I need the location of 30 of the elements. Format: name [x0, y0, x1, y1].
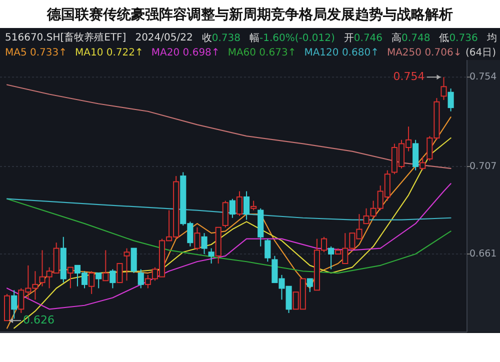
text: 2024/05/22	[135, 32, 193, 44]
candlestick	[440, 76, 447, 100]
chart-title: 德国联赛传统豪强阵容调整与新周期竞争格局发展趋势与战略解析	[46, 6, 453, 23]
text: MA5 0.733↑	[5, 48, 68, 59]
text: 幅-1.60%(-0.012)	[249, 32, 335, 44]
line-series	[6, 183, 452, 310]
candlestick	[448, 88, 454, 112]
text: MA20 0.698↑	[151, 48, 220, 59]
text: 开0.746	[344, 32, 383, 44]
annotation: 0.626	[23, 314, 55, 327]
annotation: 0.754	[393, 70, 425, 84]
text: 均	[486, 32, 497, 44]
candlestick	[138, 268, 144, 289]
text: (64日)	[465, 48, 496, 59]
candlestick	[60, 236, 66, 284]
y-tick-label: 0.754	[470, 72, 497, 83]
candlestick	[243, 190, 250, 220]
text: MA60 0.673↑	[228, 48, 296, 59]
text: 高0.748	[392, 32, 430, 44]
y-tick-label: 0.661	[470, 248, 497, 260]
y-tick-label: 0.707	[470, 161, 497, 172]
text: MA250 0.706↓	[386, 48, 462, 59]
text: 516670.SH[畜牧养殖ETF]	[5, 32, 126, 44]
text: 低0.736	[439, 32, 478, 44]
text: MA120 0.680↑	[304, 48, 379, 59]
text: MA10 0.722↑	[75, 48, 144, 59]
candlestick	[11, 290, 18, 320]
line-series	[6, 198, 452, 274]
line-series	[6, 84, 452, 169]
text: 收0.738	[202, 32, 240, 44]
